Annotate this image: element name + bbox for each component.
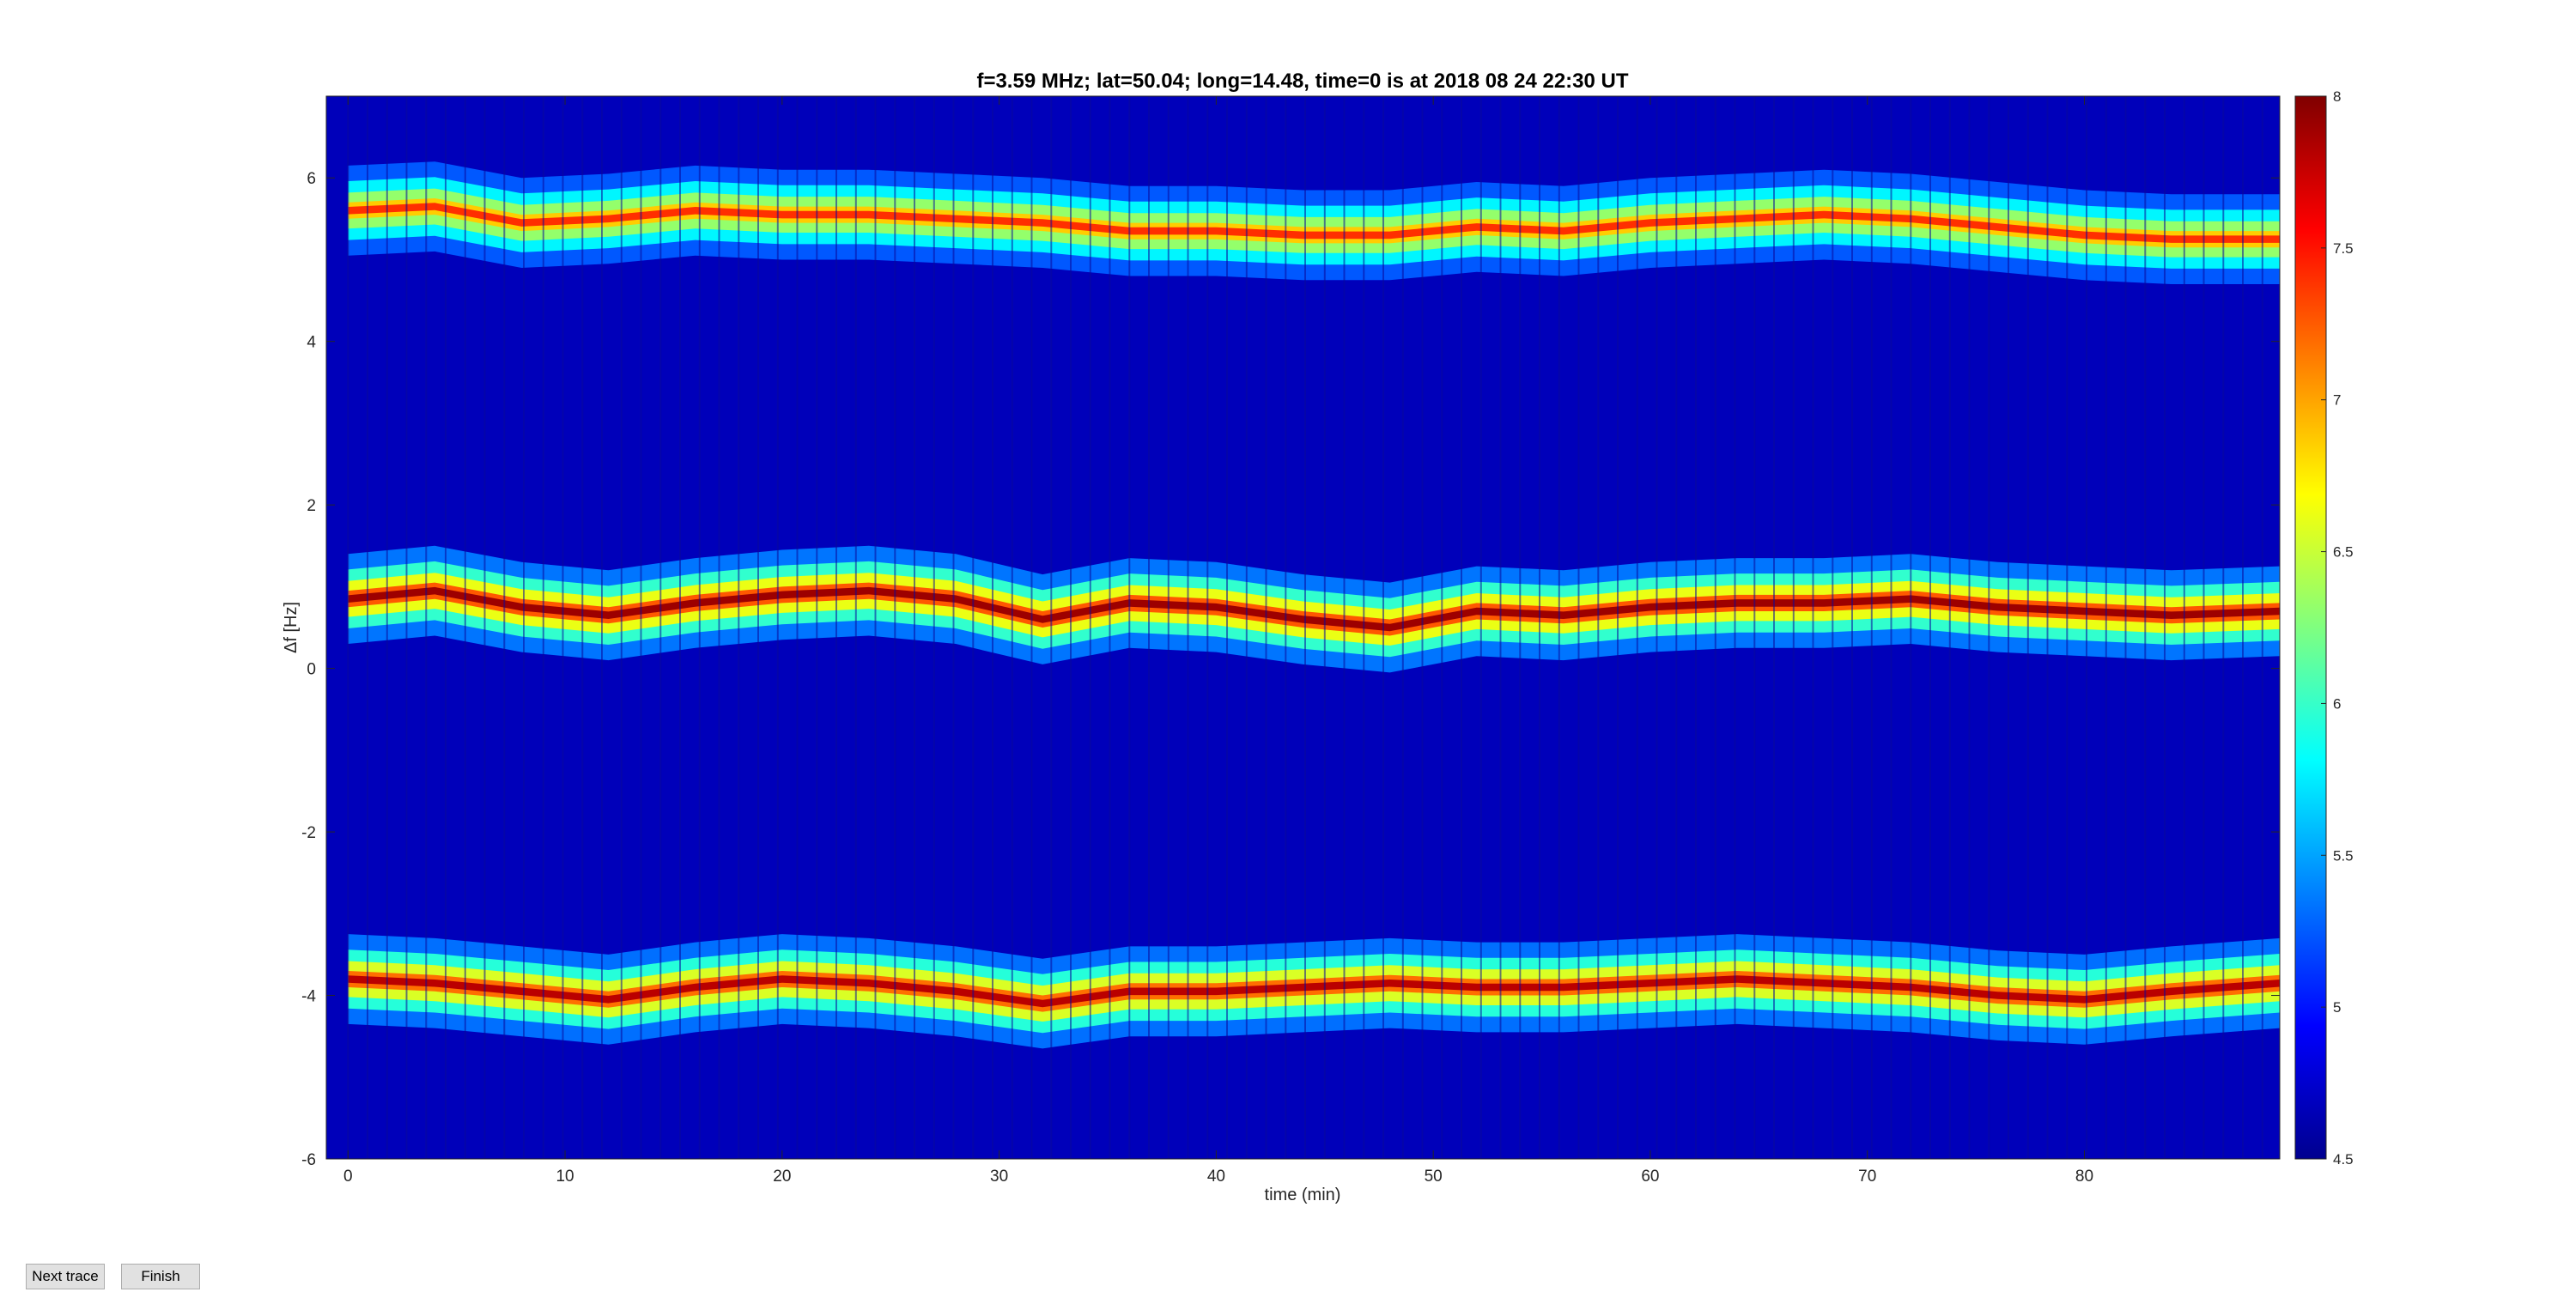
trace-1 xyxy=(348,161,2280,284)
x-tick-label: 20 xyxy=(773,1168,791,1186)
colorbar-tick-label: 8 xyxy=(2333,88,2341,105)
colorbar-tick-label: 7 xyxy=(2333,392,2341,409)
y-tick-label: 6 xyxy=(307,170,316,188)
colorbar-tick-label: 4.5 xyxy=(2333,1151,2354,1168)
trace-1-band-5 xyxy=(348,203,2280,243)
finish-button[interactable]: Finish xyxy=(121,1264,200,1289)
colorbar xyxy=(2294,95,2327,1160)
y-axis-ticks: -6 -4 -2 0 2 4 6 xyxy=(301,170,2280,1169)
trace-3 xyxy=(348,934,2280,1049)
colorbar-tick-label: 5 xyxy=(2333,999,2341,1016)
y-tick-label: -6 xyxy=(301,1151,316,1169)
trace-bands xyxy=(348,161,2280,1049)
x-tick-label: 60 xyxy=(1641,1168,1659,1186)
x-tick-label: 40 xyxy=(1207,1168,1225,1186)
x-tick-label: 10 xyxy=(556,1168,574,1186)
chart-title: f=3.59 MHz; lat=50.04; long=14.48, time=… xyxy=(976,70,1628,93)
x-tick-label: 80 xyxy=(2075,1168,2093,1186)
next-trace-button[interactable]: Next trace xyxy=(26,1264,105,1289)
trace-1-band-4 xyxy=(348,198,2280,248)
y-tick-label: 0 xyxy=(307,661,316,679)
x-tick-label: 70 xyxy=(1858,1168,1876,1186)
x-tick-label: 50 xyxy=(1425,1168,1443,1186)
y-tick-label: 2 xyxy=(307,497,316,515)
x-axis-ticks: 0 10 20 30 40 50 60 70 80 xyxy=(343,96,2093,1186)
y-tick-label: -4 xyxy=(301,988,316,1006)
x-axis-label: time (min) xyxy=(1265,1186,1341,1204)
trace-1-band-3 xyxy=(348,188,2280,258)
y-tick-label: 4 xyxy=(307,334,316,352)
y-tick-label: -2 xyxy=(301,824,316,842)
colorbar-tick-label: 7.5 xyxy=(2333,240,2354,257)
colorbar-tick-label: 5.5 xyxy=(2333,847,2354,864)
x-tick-label: 0 xyxy=(343,1168,353,1186)
colorbar-ticks: 4.5 5 5.5 6 6.5 7 7.5 8 xyxy=(2321,88,2354,1168)
x-tick-label: 30 xyxy=(990,1168,1008,1186)
trace-3-band-5 xyxy=(348,975,2280,1008)
time-segment-stripes xyxy=(347,96,2263,1159)
y-axis-label: Δf [Hz] xyxy=(282,602,301,653)
colorbar-tick-label: 6 xyxy=(2333,695,2341,712)
trace-2 xyxy=(348,545,2280,673)
colorbar-tick-label: 6.5 xyxy=(2333,544,2354,561)
heatmap xyxy=(326,96,2280,1159)
plot-frame xyxy=(325,95,2281,1160)
trace-2-band-5 xyxy=(348,586,2280,632)
